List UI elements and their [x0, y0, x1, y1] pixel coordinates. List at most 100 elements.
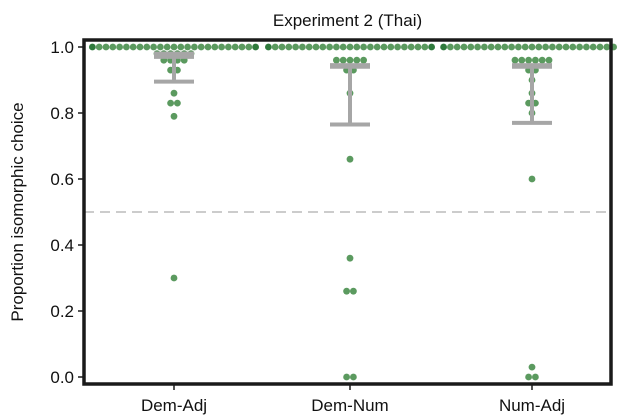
data-point: [211, 43, 219, 51]
data-point: [143, 43, 151, 51]
data-point: [535, 43, 543, 51]
data-point: [518, 56, 526, 64]
data-point: [95, 43, 103, 51]
data-point: [460, 43, 468, 51]
data-point: [346, 254, 354, 262]
data-point: [428, 43, 435, 51]
data-point: [89, 43, 96, 51]
data-point: [474, 43, 481, 51]
data-point: [157, 43, 164, 51]
data-point: [333, 43, 340, 51]
data-point: [589, 43, 597, 51]
data-point: [184, 43, 192, 51]
data-point: [238, 43, 246, 51]
data-point: [360, 43, 367, 51]
data-point: [170, 112, 178, 120]
x-tick-label: Dem-Adj: [141, 396, 207, 415]
data-point: [353, 43, 361, 51]
y-tick-label: 0.4: [50, 236, 74, 255]
data-point: [555, 43, 563, 51]
data-point: [453, 43, 461, 51]
data-point: [521, 43, 529, 51]
data-point: [299, 43, 306, 51]
data-point: [346, 43, 354, 51]
data-point: [576, 43, 583, 51]
data-point: [265, 43, 272, 51]
y-tick-label: 0.0: [50, 368, 74, 387]
data-point: [285, 43, 293, 51]
y-tick-label: 0.8: [50, 104, 74, 123]
data-point: [346, 56, 354, 64]
data-point: [528, 43, 536, 51]
y-tick-label: 1.0: [50, 38, 74, 57]
data-point: [177, 43, 185, 51]
data-point: [339, 56, 347, 64]
data-point: [440, 43, 447, 51]
data-point: [231, 43, 239, 51]
data-point: [170, 274, 178, 282]
data-point: [542, 43, 549, 51]
mean-error-bar: [512, 63, 552, 125]
data-point: [596, 43, 604, 51]
data-point: [481, 43, 488, 51]
data-point: [387, 43, 395, 51]
data-point: [528, 363, 536, 371]
data-point: [136, 43, 144, 51]
data-point: [494, 43, 502, 51]
data-point: [312, 43, 320, 51]
data-point: [109, 43, 117, 51]
data-point: [532, 56, 539, 64]
data-point: [532, 373, 539, 381]
data-point: [102, 43, 110, 51]
data-point: [123, 43, 130, 51]
x-tick-label: Dem-Num: [311, 396, 388, 415]
data-point: [167, 99, 175, 107]
data-point: [367, 43, 374, 51]
data-point: [562, 43, 570, 51]
data-point: [339, 43, 347, 51]
data-point: [538, 56, 546, 64]
data-point: [373, 43, 381, 51]
data-point: [319, 43, 327, 51]
data-point: [346, 155, 354, 163]
data-point: [170, 89, 178, 97]
y-tick-label: 0.6: [50, 170, 74, 189]
mean-error-bar: [330, 63, 370, 127]
data-point: [467, 43, 475, 51]
y-tick-label: 0.2: [50, 302, 74, 321]
data-point: [225, 43, 232, 51]
data-point: [545, 56, 553, 64]
data-point: [447, 43, 454, 51]
x-tick-label: Num-Adj: [499, 396, 565, 415]
data-point: [511, 56, 519, 64]
data-point: [487, 43, 495, 51]
data-point: [414, 43, 422, 51]
data-point: [343, 287, 350, 295]
data-point: [197, 43, 205, 51]
data-point: [218, 43, 226, 51]
plot-area: 0.0 0.2 0.4 0.6 0.8 1.0 Dem-Adj Dem-Num Num-Adj: [50, 38, 617, 415]
data-point: [360, 56, 367, 64]
data-point: [245, 43, 253, 51]
data-point: [525, 56, 532, 64]
data-point: [603, 43, 611, 51]
mean-error-bar: [154, 51, 194, 84]
data-point: [343, 373, 350, 381]
data-point: [204, 43, 212, 51]
data-point: [252, 43, 259, 51]
chart-title: Experiment 2 (Thai): [273, 11, 422, 30]
plot-frame: [82, 38, 613, 386]
data-point: [350, 373, 357, 381]
data-point: [278, 43, 286, 51]
data-point: [569, 43, 577, 51]
data-point: [163, 43, 171, 51]
data-point: [305, 43, 313, 51]
data-point: [508, 43, 515, 51]
data-point: [174, 99, 181, 107]
data-point: [401, 43, 408, 51]
y-axis-title: Proportion isomorphic choice: [8, 102, 27, 321]
data-point: [407, 43, 415, 51]
data-point: [421, 43, 429, 51]
data-point: [292, 43, 299, 51]
